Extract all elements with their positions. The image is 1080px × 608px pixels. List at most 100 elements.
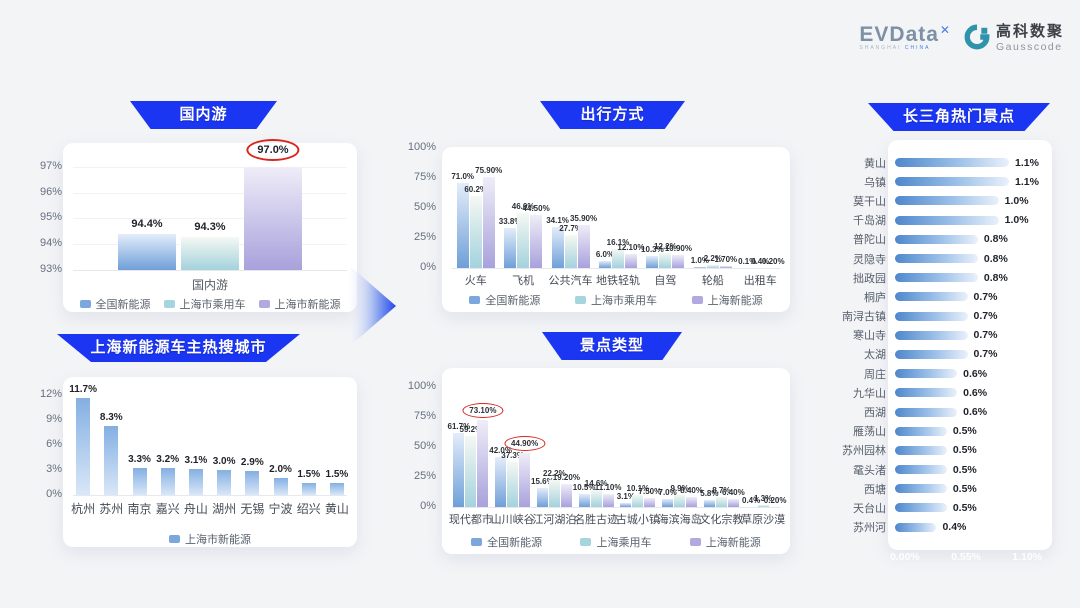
legend-item: 上海新能源: [689, 534, 761, 550]
gausscode-en: Gausscode: [995, 41, 1063, 53]
card-attraction-type-chart: 61.7% 59.2% 73.10% 现代都市 42.0% 37.3% 44.90% 山川峡谷…: [442, 368, 790, 554]
bar-value-label: 5.8%: [700, 489, 719, 499]
bar: [672, 254, 685, 268]
legend-item: 全国新能源: [471, 534, 542, 550]
bar-slot: 16.1%: [607, 238, 629, 268]
hotspot-row: 莫干山 1.0%: [798, 191, 1048, 210]
bar-slot: 3.1%: [617, 492, 635, 507]
bar: [477, 419, 489, 507]
category-label: 轮船: [701, 275, 724, 287]
bar-value-label: 1.5%: [297, 468, 321, 480]
hotspot-value-label: 1.1%: [1015, 175, 1039, 188]
hotspot-row: 寒山寺 0.7%: [798, 326, 1048, 345]
evdata-spark-icon: ✕: [939, 22, 950, 37]
y-tick-label: 0%: [420, 261, 436, 273]
group-bars: 33.8% 46.0% 44.50%: [499, 202, 550, 268]
bar-value-label: 1.0%: [690, 255, 709, 265]
bar-value-label: 0.20%: [763, 495, 787, 505]
hotspot-value-label: 0.7%: [973, 329, 998, 342]
y-tick-label: 25%: [413, 470, 436, 483]
legend-swatch-icon: [574, 296, 586, 304]
bar: [188, 469, 203, 495]
hotspot-bar: [895, 158, 1009, 168]
hotspot-row: 九华山 0.6%: [798, 383, 1048, 402]
category-label: 自驾: [654, 275, 677, 287]
bar-slot: 46.0%: [512, 202, 534, 268]
card-hot-search-cities-chart: 11.7% 杭州 8.3% 苏州 3.3% 南京 3.2% 嘉兴 3.1% 舟山 3.0% 湖州 2.9…: [63, 377, 357, 547]
group-bars: 61.7% 59.2% 73.10%: [447, 402, 504, 507]
bar-value-label: 8.7%: [712, 485, 731, 495]
group-bars: 42.0% 37.3% 44.90%: [489, 436, 546, 507]
bar-slot: 9.9%: [671, 484, 689, 507]
category-label: 湖州: [212, 502, 237, 516]
bar-slot: 3.2% 嘉兴: [154, 377, 182, 516]
bar-value-label: 11.7%: [69, 383, 97, 395]
bar-value-label: 10.90%: [664, 243, 692, 253]
hotspot-value-label: 0.5%: [952, 501, 977, 514]
category-label: 公共汽车: [548, 275, 593, 287]
bar-slot: 14.6%: [585, 479, 607, 507]
legend-swatch-icon: [79, 300, 91, 308]
hotspot-bar: [895, 465, 947, 475]
hotspot-value-label: 0.8%: [983, 252, 1008, 265]
bar-value-label: 33.8%: [498, 216, 522, 226]
hotspot-bar: [895, 177, 1009, 187]
bar-value-label: 75.90%: [475, 166, 503, 176]
hotspot-row: 西塘 0.5%: [798, 479, 1048, 498]
bar-slot: 44.50%: [523, 204, 550, 268]
group-bars: 15.6% 22.2% 19.20%: [531, 469, 580, 507]
category-label: 飞机: [512, 275, 535, 287]
hotspot-label: 苏州园林: [842, 445, 886, 458]
hotspot-row: 千岛湖 1.0%: [798, 211, 1048, 230]
category-label: 苏州: [99, 502, 124, 516]
category-label: 杭州: [71, 502, 96, 516]
bar-value-label: 2.9%: [240, 456, 264, 468]
legend-swatch-icon: [258, 300, 270, 308]
bar-slot: 59.2%: [460, 425, 482, 507]
gausscode-cn: 高科数聚: [995, 23, 1064, 40]
bar: [273, 478, 288, 495]
bar-value-label: 35.90%: [569, 214, 598, 224]
bar-slot: 6.0%: [596, 250, 614, 268]
bar-groups: 11.7% 杭州 8.3% 苏州 3.3% 南京 3.2% 嘉兴 3.1% 舟山 3.0% 湖州 2.9…: [69, 377, 351, 516]
bar: [703, 500, 715, 507]
legend-label: 上海市乘用车: [590, 295, 657, 307]
hotspot-value-label: 0.7%: [973, 290, 998, 303]
y-tick-label: 6%: [46, 438, 62, 451]
hotspot-value-label: 0.5%: [952, 425, 977, 438]
bar-value-label: 8.3%: [99, 412, 123, 424]
hotspot-value-label: 0.6%: [963, 367, 988, 380]
category-group: 1.0% 2.2% 1.70% 轮船: [689, 147, 737, 287]
y-tick-label: 93%: [39, 263, 62, 275]
bar-slot: 1.5% 绍兴: [295, 377, 323, 516]
header-logos: EVData✕ SHANGHAI CHINA 高科数聚 Gausscode: [859, 20, 1064, 54]
category-label: 出租车: [743, 275, 777, 287]
legend-swatch-icon: [580, 538, 592, 546]
gridline: [73, 270, 347, 271]
bar-slot: 10.3%: [641, 245, 664, 268]
bar-slot: 3.0% 湖州: [210, 377, 238, 516]
category-label: 江河湖泊: [532, 514, 577, 526]
bar-slot: 19.20%: [553, 473, 580, 507]
y-tick-label: 50%: [413, 440, 436, 453]
bar: [469, 196, 482, 268]
hotspot-label: 鼋头渚: [853, 464, 886, 477]
legend-item: 上海乘用车: [580, 534, 651, 550]
bar-value-label: 15.6%: [531, 477, 554, 487]
legend-item: 上海市乘用车: [574, 292, 657, 308]
bar: [662, 498, 674, 507]
bar-slot: 33.8%: [499, 217, 521, 268]
legend: 上海市新能源: [73, 531, 347, 547]
bar-value-label: 16.1%: [606, 237, 630, 247]
bar-value-label: 73.10%: [462, 402, 504, 418]
legend-swatch-icon: [691, 296, 703, 304]
bar-value-label: 61.7%: [447, 422, 471, 432]
ribbon-domestic-travel: 国内游: [130, 101, 277, 129]
baseline: [452, 268, 780, 269]
bar-value-label: 0.4%: [742, 495, 761, 505]
bar: [674, 495, 686, 507]
bar: [686, 496, 698, 507]
bar-value-label: 12.2%: [654, 242, 677, 252]
hotspot-label: 寒山寺: [853, 330, 886, 343]
hotspot-row: 灵隐寺 0.8%: [798, 249, 1048, 268]
